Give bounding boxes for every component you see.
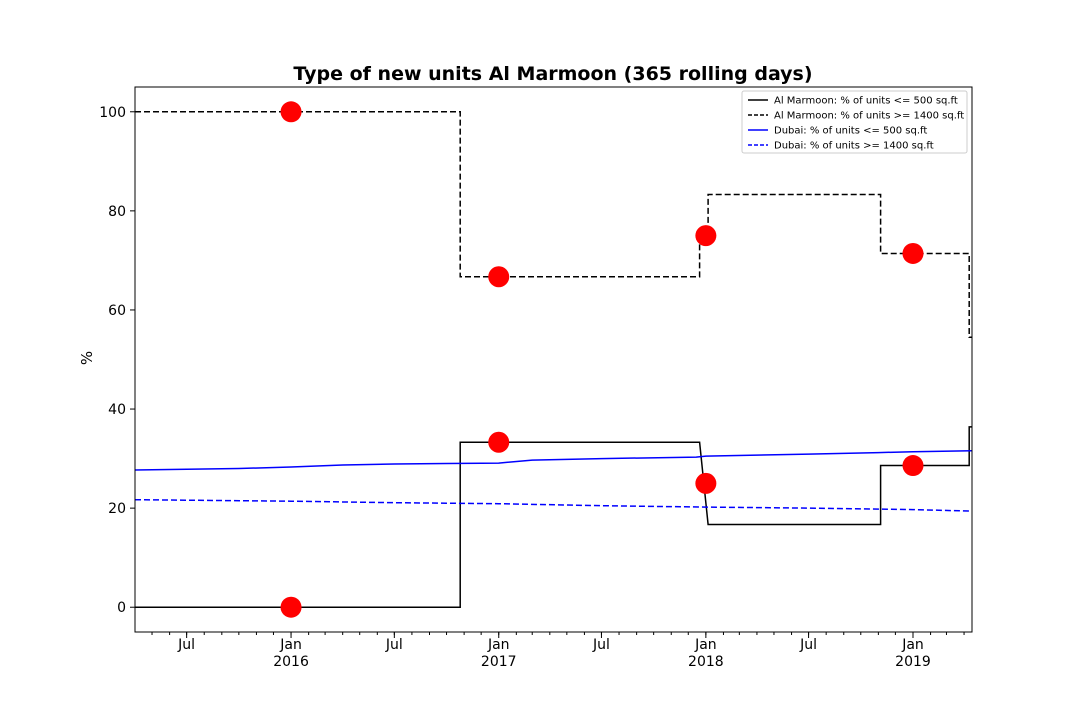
y-tick-label: 100	[99, 105, 126, 121]
legend-label-4: Dubai: % of units >= 1400 sq.ft	[774, 141, 934, 152]
data-marker	[488, 266, 510, 288]
legend-box	[741, 90, 968, 154]
data-marker	[902, 242, 924, 264]
y-axis-label: %	[78, 351, 96, 365]
data-marker	[695, 225, 717, 247]
x-tick-label: Jul	[592, 637, 610, 653]
x-tick-year-label: 2016	[273, 654, 309, 670]
y-tick-label: 80	[108, 204, 126, 220]
x-tick-label: Jan	[279, 637, 302, 653]
legend-label-2: Al Marmoon: % of units >= 1400 sq.ft	[774, 111, 964, 122]
axes-frame	[134, 86, 973, 633]
x-tick-year-label: 2017	[481, 654, 517, 670]
x-tick-year-label: 2019	[895, 654, 931, 670]
x-tick-label: Jan	[487, 637, 510, 653]
data-marker	[695, 472, 717, 494]
series-line-4	[135, 498, 972, 512]
x-tick-label: Jul	[385, 637, 403, 653]
data-marker	[280, 596, 302, 618]
y-tick-label: 60	[108, 303, 126, 319]
legend: Al Marmoon: % of units <= 500 sq.ft Al Ma…	[741, 90, 968, 154]
series-line-3	[135, 449, 972, 471]
chart-title: Type of new units Al Marmoon (365 rollin…	[293, 63, 812, 85]
x-tick-year-label: 2018	[688, 654, 724, 670]
x-tick-label: Jan	[694, 637, 717, 653]
legend-label-3: Dubai: % of units <= 500 sq.ft	[774, 126, 927, 137]
series-line-2	[135, 111, 972, 338]
y-tick-label: 20	[108, 501, 126, 517]
legend-label-1: Al Marmoon: % of units <= 500 sq.ft	[774, 96, 958, 107]
data-marker	[488, 431, 510, 453]
y-tick-label: 0	[117, 600, 126, 616]
x-tick-label: Jan	[901, 637, 924, 653]
data-marker	[280, 101, 302, 123]
series-line-1	[135, 426, 972, 608]
series-group	[135, 111, 972, 608]
y-tick-label: 40	[108, 402, 126, 418]
x-tick-label: Jul	[177, 637, 195, 653]
x-tick-label: Jul	[799, 637, 817, 653]
data-marker	[902, 455, 924, 477]
